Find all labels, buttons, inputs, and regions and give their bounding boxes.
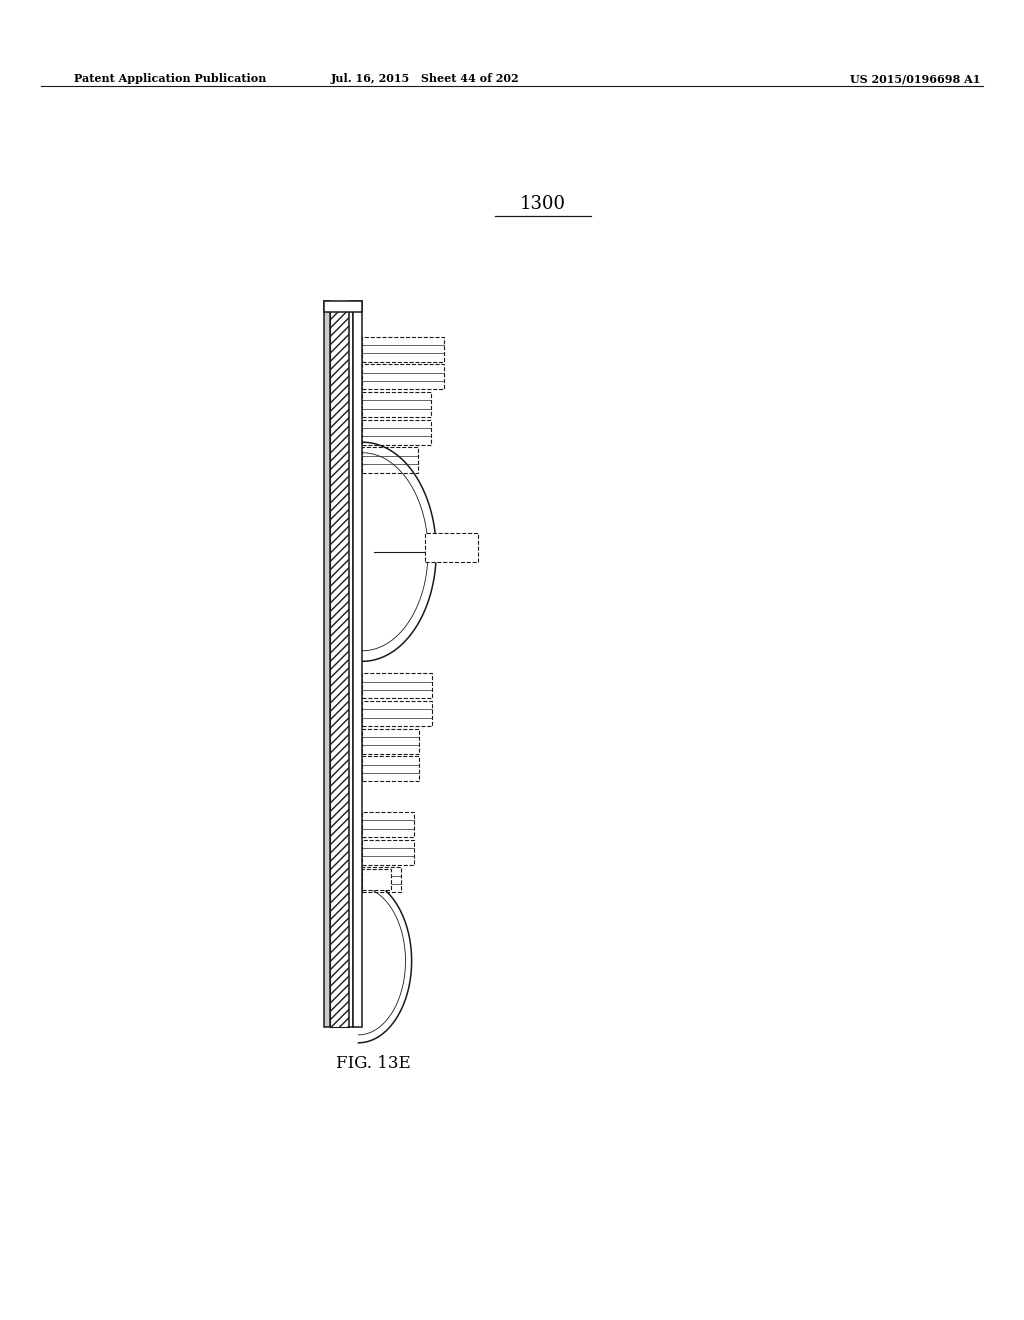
Text: Jul. 16, 2015   Sheet 44 of 202: Jul. 16, 2015 Sheet 44 of 202: [331, 73, 519, 84]
Bar: [324, 301, 330, 1027]
Bar: [362, 840, 414, 865]
Bar: [362, 812, 414, 837]
Bar: [362, 869, 391, 890]
Bar: [330, 301, 349, 1027]
Bar: [425, 533, 478, 562]
Bar: [362, 447, 418, 473]
Bar: [362, 701, 432, 726]
Text: US 2015/0196698 A1: US 2015/0196698 A1: [850, 73, 980, 84]
Bar: [362, 729, 419, 754]
Bar: [362, 420, 431, 445]
Text: Patent Application Publication: Patent Application Publication: [74, 73, 266, 84]
Text: 1300: 1300: [520, 195, 565, 213]
Bar: [353, 301, 362, 1027]
Bar: [324, 301, 362, 312]
Bar: [362, 867, 401, 892]
Text: FIG. 13E: FIG. 13E: [337, 1056, 411, 1072]
Bar: [362, 756, 419, 781]
Bar: [362, 392, 431, 417]
Bar: [362, 337, 444, 362]
Bar: [349, 301, 353, 1027]
Bar: [362, 673, 432, 698]
Bar: [362, 364, 444, 389]
